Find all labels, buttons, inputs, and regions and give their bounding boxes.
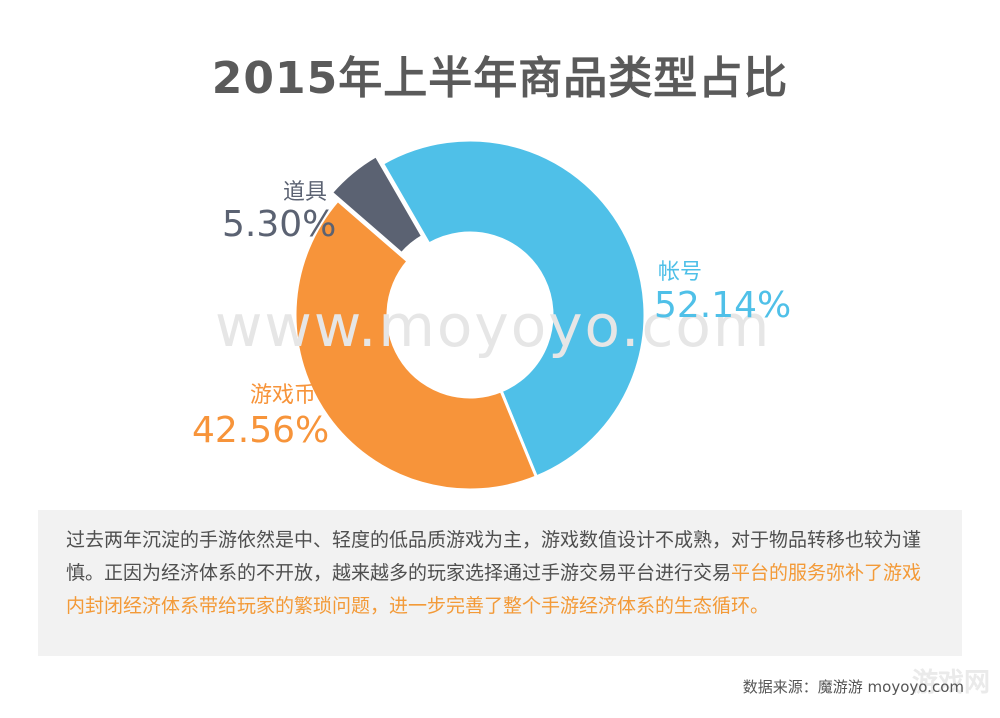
site-watermark: 游戏网 (911, 668, 990, 698)
watermark: www.moyoyo.com (215, 292, 772, 360)
label-account-category: 帐号 (658, 260, 703, 285)
label-items-percent: 5.30% (222, 204, 337, 245)
label-items-category: 道具 (283, 180, 328, 205)
slice-items (329, 153, 425, 256)
label-account-percent: 52.14% (654, 285, 792, 326)
slice-currency (293, 198, 539, 492)
description-highlight-text: 平台的服务弥补了游戏内封闭经济体系带给玩家的繁琐问题，进一步完善了整个手游经济体… (66, 562, 922, 617)
chart-title: 2015年上半年商品类型占比 (211, 53, 789, 104)
description-box: 过去两年沉淀的手游依然是中、轻度的低品质游戏为主，游戏数值设计不成熟，对于物品转… (38, 510, 962, 656)
label-currency-percent: 42.56% (192, 410, 330, 451)
label-currency-category: 游戏币 (250, 383, 317, 408)
source-note: 数据来源：魔游游 moyoyo.com (742, 678, 964, 696)
slice-account (380, 138, 647, 479)
description-text: 过去两年沉淀的手游依然是中、轻度的低品质游戏为主，游戏数值设计不成熟，对于物品转… (66, 529, 922, 584)
